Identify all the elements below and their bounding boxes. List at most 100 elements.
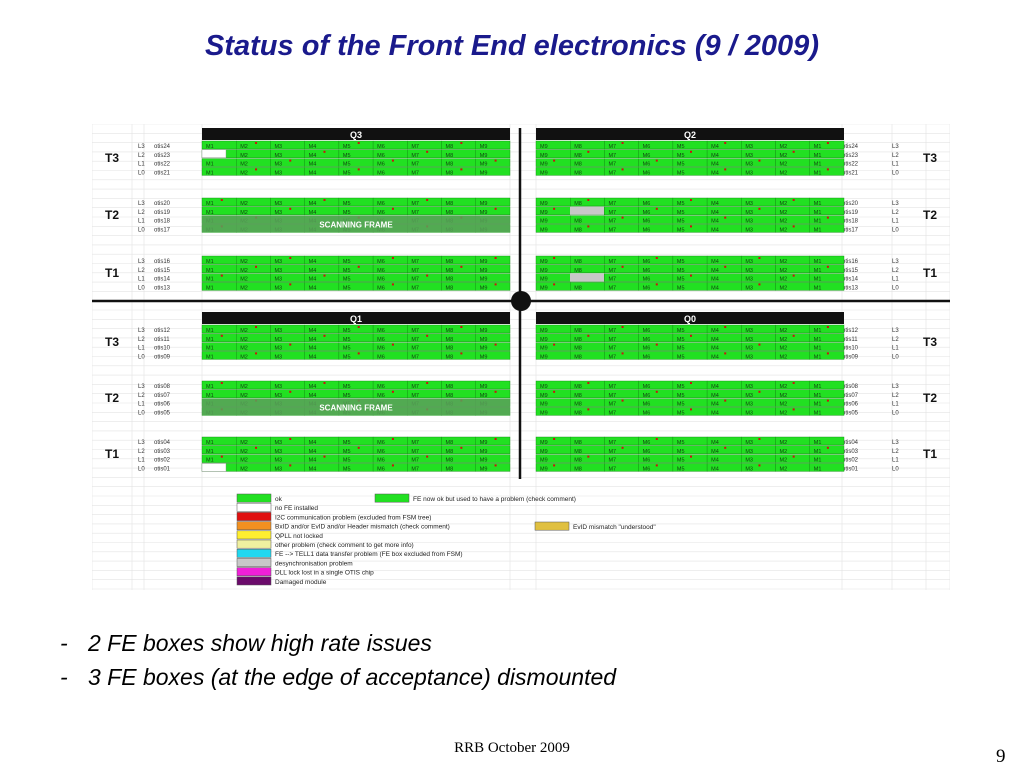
fe-box-label: M7 xyxy=(411,201,419,207)
fe-box-mark xyxy=(655,390,658,393)
fe-box-mark xyxy=(289,343,292,346)
fe-box-mark xyxy=(587,225,590,228)
quadrant-q1-label: Q1 xyxy=(350,314,362,324)
fe-box-label: M2 xyxy=(780,328,788,334)
layer-label-right: L0 xyxy=(892,410,899,416)
fe-box-label: M7 xyxy=(608,227,616,233)
fe-box-label: M7 xyxy=(608,384,616,390)
fe-box-mark xyxy=(426,382,429,384)
fe-box-label: M5 xyxy=(677,410,685,416)
fe-box-label: M3 xyxy=(745,440,753,446)
fe-box-mark xyxy=(494,438,497,440)
legend-swatch xyxy=(236,493,272,503)
fe-box-label: M8 xyxy=(446,384,454,390)
fe-box-label: M3 xyxy=(745,285,753,291)
fe-box-label: M2 xyxy=(780,277,788,283)
fe-box-mark xyxy=(460,326,463,328)
layer-label-left: L0 xyxy=(138,466,145,472)
fe-box-label: M5 xyxy=(677,402,685,408)
fe-box-label: M1 xyxy=(814,285,822,291)
fe-box-label: M5 xyxy=(343,259,351,265)
fe-box-label: M3 xyxy=(274,384,282,390)
fe-box-label: M9 xyxy=(540,410,548,416)
fe-box xyxy=(809,140,845,150)
fe-box-label: M5 xyxy=(677,144,685,150)
layer-label-left: L2 xyxy=(138,153,145,159)
fe-box-label: M5 xyxy=(343,153,351,159)
page-number: 9 xyxy=(996,746,1006,767)
fe-box-label: M4 xyxy=(711,153,719,159)
fe-box xyxy=(809,389,845,398)
fe-box-label: M5 xyxy=(343,144,351,150)
quadrant-q1-bar xyxy=(202,312,510,324)
fe-box-label: M3 xyxy=(745,458,753,464)
fe-box xyxy=(809,445,845,454)
fe-box-mark xyxy=(323,382,326,384)
layer-label-left: L1 xyxy=(138,277,145,283)
layer-label-right: L2 xyxy=(892,210,899,216)
fe-box-label: M9 xyxy=(480,440,488,446)
fe-box-mark xyxy=(655,464,658,467)
fe-box-mark xyxy=(690,382,692,384)
fe-box-mark xyxy=(553,438,556,440)
fe-box-mark xyxy=(553,464,556,467)
fe-box-mark xyxy=(289,390,292,393)
fe-box-label: M2 xyxy=(780,259,788,265)
legend-swatch xyxy=(236,521,272,531)
fe-box-label: M8 xyxy=(574,219,582,225)
fe-box-label: M8 xyxy=(574,144,582,150)
fe-box-label: M9 xyxy=(480,201,488,207)
fe-box xyxy=(809,197,845,207)
otis-label-right: otis13 xyxy=(842,285,859,291)
fe-box-label: M3 xyxy=(274,162,282,168)
fe-box-mark xyxy=(621,216,624,219)
fe-box-label: M3 xyxy=(274,337,282,343)
layer-label-right: L0 xyxy=(892,285,899,291)
fe-box-label: M3 xyxy=(274,346,282,352)
fe-box-label: M5 xyxy=(677,328,685,334)
fe-box xyxy=(809,158,845,167)
fe-box-label: M5 xyxy=(343,466,351,472)
fe-box-label: M7 xyxy=(608,170,616,176)
fe-box-label: M2 xyxy=(240,346,248,352)
fe-box-mark xyxy=(255,446,258,449)
fe-box-label: M7 xyxy=(608,144,616,150)
fe-box-label: M8 xyxy=(446,210,454,216)
fe-box xyxy=(475,454,511,463)
fe-box-label: M5 xyxy=(677,346,685,352)
fe-box-label: M9 xyxy=(480,285,488,291)
fe-box-label: M1 xyxy=(814,227,822,233)
otis-label-left: otis14 xyxy=(154,277,171,283)
fe-box xyxy=(475,149,511,158)
otis-label-left: otis15 xyxy=(154,268,171,274)
fe-box-mark xyxy=(255,168,258,171)
fe-box-label: M9 xyxy=(540,227,548,233)
fe-box-mark xyxy=(724,265,727,268)
legend-swatch-extra xyxy=(534,521,570,531)
fe-box-mark xyxy=(758,343,761,346)
fe-box-mark xyxy=(826,142,829,144)
fe-box-mark xyxy=(255,265,258,268)
fe-box-label: M6 xyxy=(643,393,651,399)
fe-box-label: M1 xyxy=(814,328,822,334)
fe-box-mark xyxy=(391,283,394,286)
fe-box-mark xyxy=(391,159,394,162)
fe-box-label: M4 xyxy=(711,227,719,233)
fe-box xyxy=(475,389,511,398)
otis-label-right: otis15 xyxy=(842,268,859,274)
fe-box-label: M9 xyxy=(540,384,548,390)
fe-box-label: M2 xyxy=(780,144,788,150)
fe-box-label: M5 xyxy=(677,458,685,464)
legend-label: QPLL not locked xyxy=(275,533,323,540)
station-label-right: T1 xyxy=(923,447,937,461)
fe-box-mark xyxy=(323,455,326,458)
fe-box-mark xyxy=(655,283,658,286)
fe-box-label: M9 xyxy=(540,144,548,150)
fe-box-label: M1 xyxy=(206,285,214,291)
layer-label-right: L3 xyxy=(892,201,899,207)
fe-box-label: M1 xyxy=(206,268,214,274)
fe-box-label: M2 xyxy=(780,153,788,159)
fe-box xyxy=(809,351,845,360)
fe-box-label: M4 xyxy=(711,277,719,283)
fe-box-label: M7 xyxy=(411,259,419,265)
